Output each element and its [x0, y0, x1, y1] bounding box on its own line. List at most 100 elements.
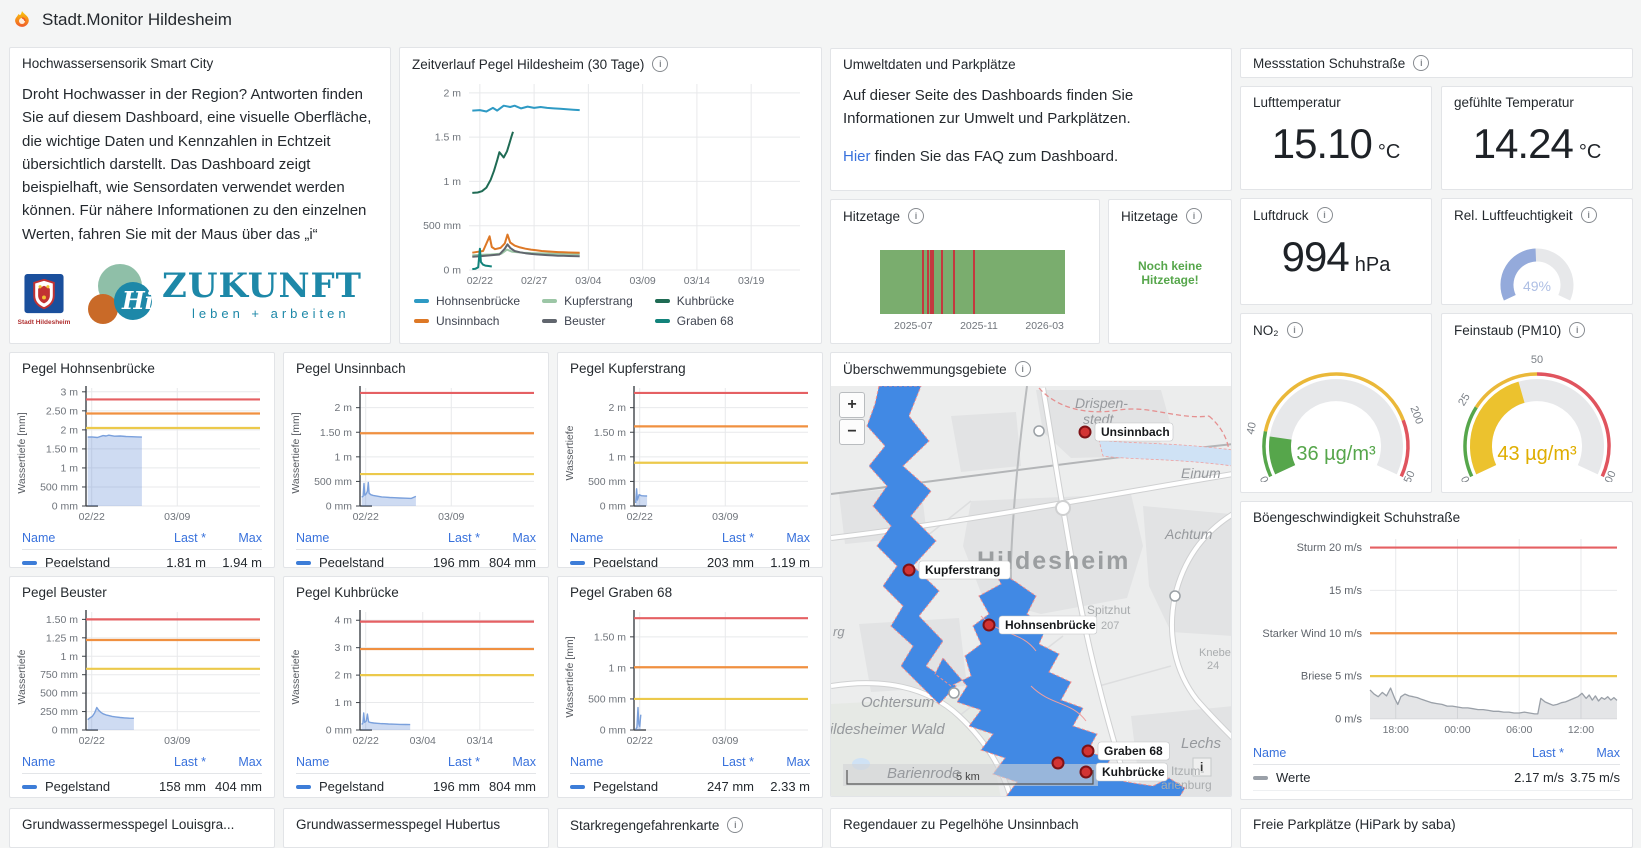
- faq-link[interactable]: Hier: [843, 147, 871, 165]
- info-icon[interactable]: i: [1580, 207, 1597, 223]
- map-place-label: rg: [833, 624, 845, 639]
- map-zoom-in-button[interactable]: +: [839, 392, 865, 418]
- pegel-chart: 02/22 03/09 0 mm 250 mm 500 mm 750 mm 1 m 1.25 …: [40, 610, 260, 747]
- map-marker-Kupferstrang[interactable]: [902, 563, 916, 577]
- info-icon[interactable]: i: [908, 208, 925, 224]
- svg-text:1.50 m: 1.50 m: [46, 614, 78, 626]
- info-icon[interactable]: i: [1569, 322, 1586, 338]
- col-header-max[interactable]: Max: [238, 755, 262, 769]
- legend-item[interactable]: Kupferstrang: [542, 294, 633, 308]
- col-header-name[interactable]: Name: [296, 755, 330, 769]
- col-header-max[interactable]: Max: [1596, 746, 1620, 760]
- panel-title: Feinstaub (PM10): [1454, 322, 1562, 338]
- panel-title: Zeitverlauf Pegel Hildesheim (30 Tage): [412, 56, 645, 72]
- series-name: Pegelstand: [45, 779, 111, 794]
- col-header-last[interactable]: Last *: [448, 755, 480, 769]
- map-marker-Hohnsenbrücke[interactable]: [982, 618, 996, 632]
- col-header-last[interactable]: Last *: [1532, 746, 1564, 760]
- legend-item[interactable]: Graben 68: [654, 314, 734, 328]
- map-attribution-button[interactable]: [1192, 757, 1212, 777]
- col-header-last[interactable]: Last *: [174, 755, 206, 769]
- hitzetage-event-line: [932, 250, 935, 314]
- svg-text:2 m: 2 m: [443, 87, 461, 99]
- map-canvas[interactable]: 5 km i Drispen-stedtHildesheimEinumAchtu…: [831, 385, 1232, 797]
- col-header-name[interactable]: Name: [296, 531, 330, 545]
- map-marker-Unsinnbach[interactable]: [1078, 425, 1092, 439]
- map-marker-Kuhbrücke[interactable]: [1079, 765, 1093, 779]
- x-axis-tick: 2026-03: [1025, 320, 1064, 332]
- hitzetage-event-line: [972, 250, 975, 314]
- info-icon[interactable]: i: [1316, 207, 1333, 223]
- series-color-dash: [22, 784, 37, 789]
- svg-text:2 m: 2 m: [334, 402, 352, 414]
- legend-label: Hohnsenbrücke: [436, 294, 521, 308]
- col-header-max[interactable]: Max: [512, 755, 536, 769]
- map-marker-label: Kuhbrücke: [1102, 765, 1165, 779]
- map-marker-unlabeled[interactable]: [1051, 756, 1065, 770]
- legend-item[interactable]: Unsinnbach: [414, 314, 520, 328]
- series-name: Pegelstand: [593, 779, 659, 794]
- panel-title: Regendauer zu Pegelhöhe Unsinnbach: [843, 817, 1079, 832]
- legend-item[interactable]: Beuster: [542, 314, 633, 328]
- value-max: 404 mm: [215, 779, 262, 794]
- panel-title: Luftdruck: [1253, 207, 1309, 223]
- svg-text:0 mm: 0 mm: [52, 501, 79, 513]
- info-icon[interactable]: i: [652, 56, 669, 72]
- svg-text:1 m: 1 m: [334, 451, 352, 463]
- col-header-name[interactable]: Name: [570, 531, 604, 545]
- svg-text:Starker Wind 10 m/s: Starker Wind 10 m/s: [1262, 628, 1362, 640]
- col-header-last[interactable]: Last *: [722, 755, 754, 769]
- legend-item[interactable]: Hohnsenbrücke: [414, 294, 520, 308]
- panel-intro: Hochwassersensorik Smart City Droht Hoch…: [9, 47, 391, 344]
- svg-text:49%: 49%: [1523, 278, 1551, 294]
- col-header-name[interactable]: Name: [22, 531, 56, 545]
- svg-text:03/14: 03/14: [467, 735, 493, 747]
- panel-title: Starkregengefahrenkarte: [570, 817, 720, 833]
- value-last: 158 mm: [159, 779, 206, 794]
- grafana-logo-icon[interactable]: [12, 10, 32, 30]
- logo-subtitle: leben + arbeiten: [192, 305, 350, 321]
- stat-unit: hPa: [1354, 254, 1391, 276]
- hitzetage-message: Noch keine Hitzetage!: [1137, 259, 1203, 287]
- svg-text:0 mm: 0 mm: [326, 725, 353, 737]
- legend-item[interactable]: Kuhbrücke: [654, 294, 734, 308]
- col-header-last[interactable]: Last *: [722, 531, 754, 545]
- info-icon[interactable]: i: [1186, 208, 1203, 224]
- pegel-table: Name Last * Max Pegelstand 158 mm 404 mm: [22, 752, 262, 797]
- svg-text:500 mm: 500 mm: [40, 481, 78, 493]
- panel-pegel-unsinnbach: Pegel Unsinnbach Wassertiefe [mm] 02/22 03/…: [283, 352, 549, 568]
- info-icon[interactable]: i: [1413, 55, 1430, 71]
- info-icon[interactable]: i: [727, 817, 744, 833]
- pegel-table: Name Last * Max Pegelstand 196 mm 804 mm: [296, 752, 536, 797]
- svg-text:500 mm: 500 mm: [588, 693, 626, 705]
- panel-hitzetage-chart: Hitzetage i 2025-07 2025-11 2026-03: [830, 199, 1100, 344]
- col-header-max[interactable]: Max: [238, 531, 262, 545]
- svg-text:500 mm: 500 mm: [314, 476, 352, 488]
- legend-color-dash: [654, 319, 670, 323]
- svg-text:1 m: 1 m: [608, 662, 626, 674]
- map-marker-Graben 68[interactable]: [1081, 744, 1095, 758]
- col-header-name[interactable]: Name: [22, 755, 56, 769]
- col-header-name[interactable]: Name: [570, 755, 604, 769]
- map-attribution-label[interactable]: i: [1200, 760, 1203, 774]
- legend-label: Unsinnbach: [436, 314, 500, 328]
- map-poi: [1169, 590, 1181, 602]
- pegel-table: Name Last * Max Pegelstand 196 mm 804 mm: [296, 528, 536, 567]
- map-zoom-out-button[interactable]: −: [839, 419, 865, 445]
- value-last: 203 mm: [707, 555, 754, 568]
- value-max: 1.19 m: [770, 555, 810, 568]
- panel-pegel-kupferstrang: Pegel Kupferstrang Wassertiefe 02/22 03/09 0…: [557, 352, 823, 568]
- col-header-max[interactable]: Max: [786, 531, 810, 545]
- dashboard-title: Stadt.Monitor Hildesheim: [42, 10, 232, 29]
- col-header-name[interactable]: Name: [1253, 746, 1287, 760]
- svg-text:02/22: 02/22: [627, 511, 653, 523]
- info-icon[interactable]: i: [1286, 322, 1303, 338]
- col-header-last[interactable]: Last *: [174, 531, 206, 545]
- col-header-last[interactable]: Last *: [448, 531, 480, 545]
- flood-map[interactable]: + −: [831, 385, 1232, 797]
- col-header-max[interactable]: Max: [512, 531, 536, 545]
- info-icon[interactable]: i: [1014, 361, 1031, 377]
- svg-text:02/27: 02/27: [521, 275, 547, 287]
- map-poi: [1033, 425, 1045, 437]
- col-header-max[interactable]: Max: [786, 755, 810, 769]
